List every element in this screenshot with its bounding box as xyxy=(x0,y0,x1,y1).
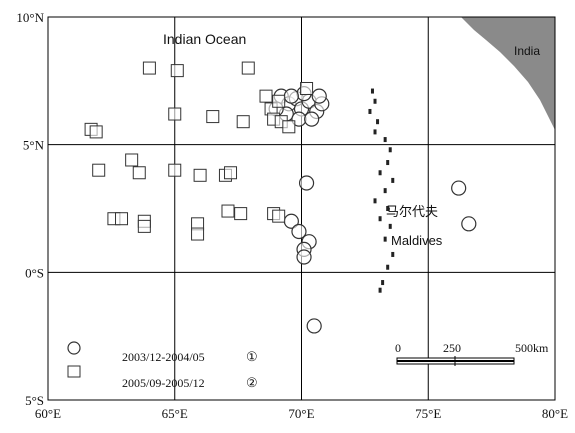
y-tick-label: 10°N xyxy=(16,10,44,25)
square-marker xyxy=(272,209,286,223)
atoll-island xyxy=(373,98,377,104)
atoll-island xyxy=(373,198,377,204)
india-label: India xyxy=(514,44,540,58)
atoll-island xyxy=(391,177,395,183)
atoll-island xyxy=(373,129,377,135)
legend: 2003/12-2004/05 ① 2005/09-2005/12 ② xyxy=(67,341,258,390)
map-frame xyxy=(47,16,556,401)
atoll-island xyxy=(370,88,374,94)
atoll-island xyxy=(376,119,380,125)
atoll-island xyxy=(383,137,387,143)
square-marker xyxy=(92,163,106,177)
square-marker xyxy=(191,227,205,241)
circle-marker xyxy=(304,111,320,127)
atoll-island xyxy=(378,170,382,176)
y-tick-label: 5°S xyxy=(25,393,44,408)
legend-label-1: 2003/12-2004/05 xyxy=(122,350,205,364)
atoll-island xyxy=(386,206,390,211)
x-tick-label: 75°E xyxy=(415,406,441,421)
india-landmass xyxy=(461,17,555,130)
square-marker xyxy=(259,89,273,103)
atoll-island xyxy=(378,287,382,293)
atoll-island xyxy=(391,251,395,257)
circle-marker xyxy=(298,175,315,191)
square-marker xyxy=(236,115,250,129)
x-tick-label: 60°E xyxy=(35,406,61,421)
maldives-atolls xyxy=(368,88,395,293)
square-marker xyxy=(168,107,182,121)
circle-marker xyxy=(451,180,467,196)
atoll-island xyxy=(378,216,382,222)
atoll-island xyxy=(388,223,392,229)
y-tick-label: 5°N xyxy=(23,138,45,153)
square-marker xyxy=(125,153,139,167)
scale-tick-500km: 500km xyxy=(515,341,549,355)
maldives-chinese-label: 马尔代夫 xyxy=(386,204,438,219)
atoll-island xyxy=(368,108,372,114)
square-marker xyxy=(234,207,248,221)
square-marker xyxy=(170,64,184,78)
square-marker xyxy=(142,61,156,75)
square-marker xyxy=(282,120,296,134)
scale-tick-0: 0 xyxy=(395,341,401,355)
atoll-island xyxy=(383,188,387,194)
legend-square-symbol xyxy=(67,365,81,378)
x-tick-label: 65°E xyxy=(162,406,188,421)
legend-index-2: ② xyxy=(246,375,258,390)
square-marker xyxy=(132,166,146,180)
graticule xyxy=(48,17,555,400)
circle-marker xyxy=(306,318,322,334)
square-marker xyxy=(206,110,220,124)
maldives-label: Maldives xyxy=(391,233,443,248)
square-marker xyxy=(221,204,235,218)
atoll-island xyxy=(386,160,390,166)
square-marker xyxy=(193,168,207,182)
circle-marker xyxy=(461,216,477,232)
data-markers xyxy=(84,61,477,334)
atoll-island xyxy=(381,280,385,286)
y-tick-label: 0°S xyxy=(25,265,44,280)
x-tick-label: 70°E xyxy=(288,406,314,421)
legend-index-1: ① xyxy=(246,349,258,364)
axis-tick-labels: 60°E 65°E 70°E 75°E 80°E 10°N 5°N 0°S 5°S xyxy=(16,10,568,421)
scale-bar: 0 250 500km xyxy=(395,341,549,366)
sri-lanka-landmass xyxy=(551,90,555,118)
square-marker xyxy=(272,94,286,108)
square-marker xyxy=(300,81,314,95)
square-marker xyxy=(137,219,151,233)
square-marker xyxy=(224,166,238,180)
legend-circle-symbol xyxy=(67,341,81,355)
atoll-island xyxy=(388,147,392,153)
square-marker xyxy=(115,212,129,226)
square-marker xyxy=(89,125,103,139)
circle-marker xyxy=(291,223,307,240)
ocean-label: Indian Ocean xyxy=(163,31,246,47)
legend-label-2: 2005/09-2005/12 xyxy=(122,376,205,390)
x-tick-label: 80°E xyxy=(542,406,568,421)
circle-marker xyxy=(283,88,299,104)
square-marker xyxy=(168,163,182,177)
square-marker xyxy=(241,61,255,75)
circle-marker xyxy=(311,88,327,104)
atoll-island xyxy=(386,264,390,270)
scale-tick-250: 250 xyxy=(443,341,461,355)
atoll-island xyxy=(383,236,387,242)
circle-marker xyxy=(296,249,312,265)
